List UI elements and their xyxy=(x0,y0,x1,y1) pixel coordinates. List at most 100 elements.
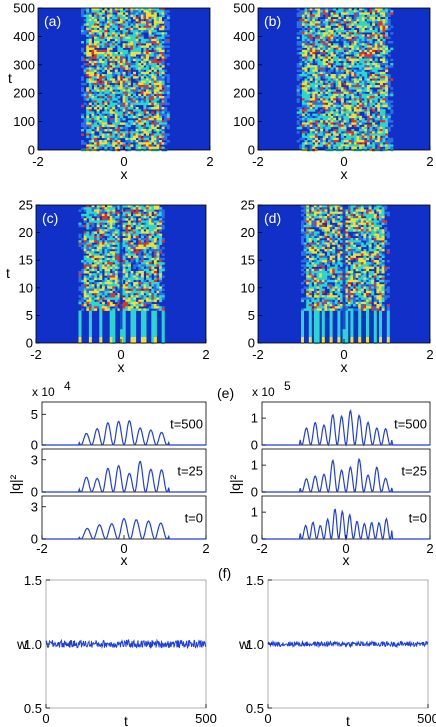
x-tick-label: 500 xyxy=(417,711,436,726)
x-tick-label: 2 xyxy=(202,541,209,556)
y-axis-label: t xyxy=(6,265,10,281)
x-tick-label: -2 xyxy=(252,154,264,169)
profile-time-label: t=25 xyxy=(177,464,203,479)
x-tick-label: 0 xyxy=(342,541,349,556)
y-tick-label: 0 xyxy=(251,532,258,547)
profile-time-label: t=0 xyxy=(409,511,427,526)
y-tick-label: 0 xyxy=(248,143,255,158)
x-tick-label: -2 xyxy=(32,154,44,169)
y-tick-label: 1.5 xyxy=(24,573,42,588)
x-axis-label: x xyxy=(343,552,350,568)
y-tick-label: 0 xyxy=(31,532,38,547)
y-tick-label: 10 xyxy=(19,280,33,295)
y-tick-label: 15 xyxy=(241,253,255,268)
center-stripe xyxy=(342,205,346,330)
y-tick-label: 5 xyxy=(26,308,33,323)
panel-label: (f) xyxy=(218,565,231,581)
plot-frame xyxy=(261,448,431,493)
y-tick-label: 10 xyxy=(241,280,255,295)
y-axis-label: w xyxy=(16,636,28,652)
y-tick-label: 15 xyxy=(19,253,33,268)
profile-line xyxy=(262,409,430,447)
x-tick-label: 0 xyxy=(117,347,124,362)
y-tick-label: 0 xyxy=(248,336,255,351)
scale-label: x 10 xyxy=(252,385,275,399)
x-axis-label: x xyxy=(121,552,128,568)
y-axis-label: |q|² xyxy=(227,474,243,494)
y-tick-label: 300 xyxy=(13,57,35,72)
y-tick-label: 0.5 xyxy=(246,701,264,716)
width-line xyxy=(267,639,429,649)
x-axis-label: x xyxy=(118,359,125,375)
center-stripe xyxy=(119,205,123,330)
x-tick-label: 0 xyxy=(120,541,127,556)
x-tick-label: 2 xyxy=(206,154,213,169)
x-axis-label: x xyxy=(341,359,348,375)
y-tick-label: 400 xyxy=(13,29,35,44)
x-tick-label: 0 xyxy=(42,711,49,726)
profile-line xyxy=(262,457,430,494)
y-tick-label: 500 xyxy=(233,1,255,16)
y-axis-label: w xyxy=(238,636,250,652)
profile-time-label: t=0 xyxy=(185,511,203,526)
panel-label: (e) xyxy=(217,385,234,401)
y-tick-label: 1 xyxy=(251,505,258,520)
y-tick-label: 0.5 xyxy=(24,701,42,716)
width-panel-f_right: 0.5 1.0 1.5 0 500 t w (f) xyxy=(218,565,436,727)
heatmap-cells xyxy=(296,8,394,152)
y-tick-label: 0 xyxy=(31,438,38,453)
width-panel-f_left: 0.5 1.0 1.5 0 500 t w xyxy=(16,573,217,727)
y-tick-label: 1.0 xyxy=(24,637,42,652)
y-tick-label: 5 xyxy=(31,407,38,422)
profile-t=0: 0 1 t=0 xyxy=(251,495,431,547)
plot-frame xyxy=(41,448,207,493)
y-tick-label: 3 xyxy=(31,452,38,467)
y-tick-label: 20 xyxy=(19,225,33,240)
x-tick-label: 0 xyxy=(264,711,271,726)
y-tick-label: 500 xyxy=(13,1,35,16)
y-tick-label: 200 xyxy=(233,86,255,101)
y-tick-label: 400 xyxy=(233,29,255,44)
x-axis-label: t xyxy=(124,713,128,727)
y-tick-label: 25 xyxy=(19,198,33,213)
y-axis-label: t xyxy=(8,70,12,86)
x-axis-label: x xyxy=(341,166,348,182)
panel-label: (c) xyxy=(42,210,58,226)
x-axis-label: x xyxy=(121,166,128,182)
y-tick-label: 1 xyxy=(251,411,258,426)
x-tick-label: -2 xyxy=(256,541,268,556)
width-line xyxy=(45,638,207,650)
plot-frame xyxy=(41,495,207,540)
scale-exponent: 4 xyxy=(64,379,71,393)
x-tick-label: 2 xyxy=(426,347,433,362)
y-tick-label: 100 xyxy=(233,114,255,129)
y-tick-label: 1.5 xyxy=(246,573,264,588)
x-tick-label: -2 xyxy=(252,347,264,362)
panel-label: (b) xyxy=(264,13,281,29)
y-tick-label: 25 xyxy=(241,198,255,213)
y-tick-label: 1.0 xyxy=(246,637,264,652)
y-tick-label: 100 xyxy=(13,114,35,129)
y-tick-label: 0 xyxy=(28,143,35,158)
plot-frame xyxy=(261,495,431,540)
panel-label: (a) xyxy=(44,13,61,29)
y-tick-label: 0 xyxy=(31,485,38,500)
y-tick-label: 300 xyxy=(233,57,255,72)
profile-line xyxy=(42,517,206,540)
profile-t=500: 0 1 t=500 xyxy=(251,401,431,453)
y-axis-label: |q|² xyxy=(7,474,23,494)
y-tick-label: 0 xyxy=(251,438,258,453)
scale-exponent: 5 xyxy=(284,379,291,393)
y-tick-label: 3 xyxy=(31,499,38,514)
x-tick-label: -2 xyxy=(36,541,48,556)
y-tick-label: 0 xyxy=(26,336,33,351)
profile-t=0: 0 3 t=0 xyxy=(31,495,207,547)
y-tick-label: 0 xyxy=(251,485,258,500)
profile-t=500: 0 5 t=500 xyxy=(31,401,207,453)
plot-frame xyxy=(41,401,207,446)
